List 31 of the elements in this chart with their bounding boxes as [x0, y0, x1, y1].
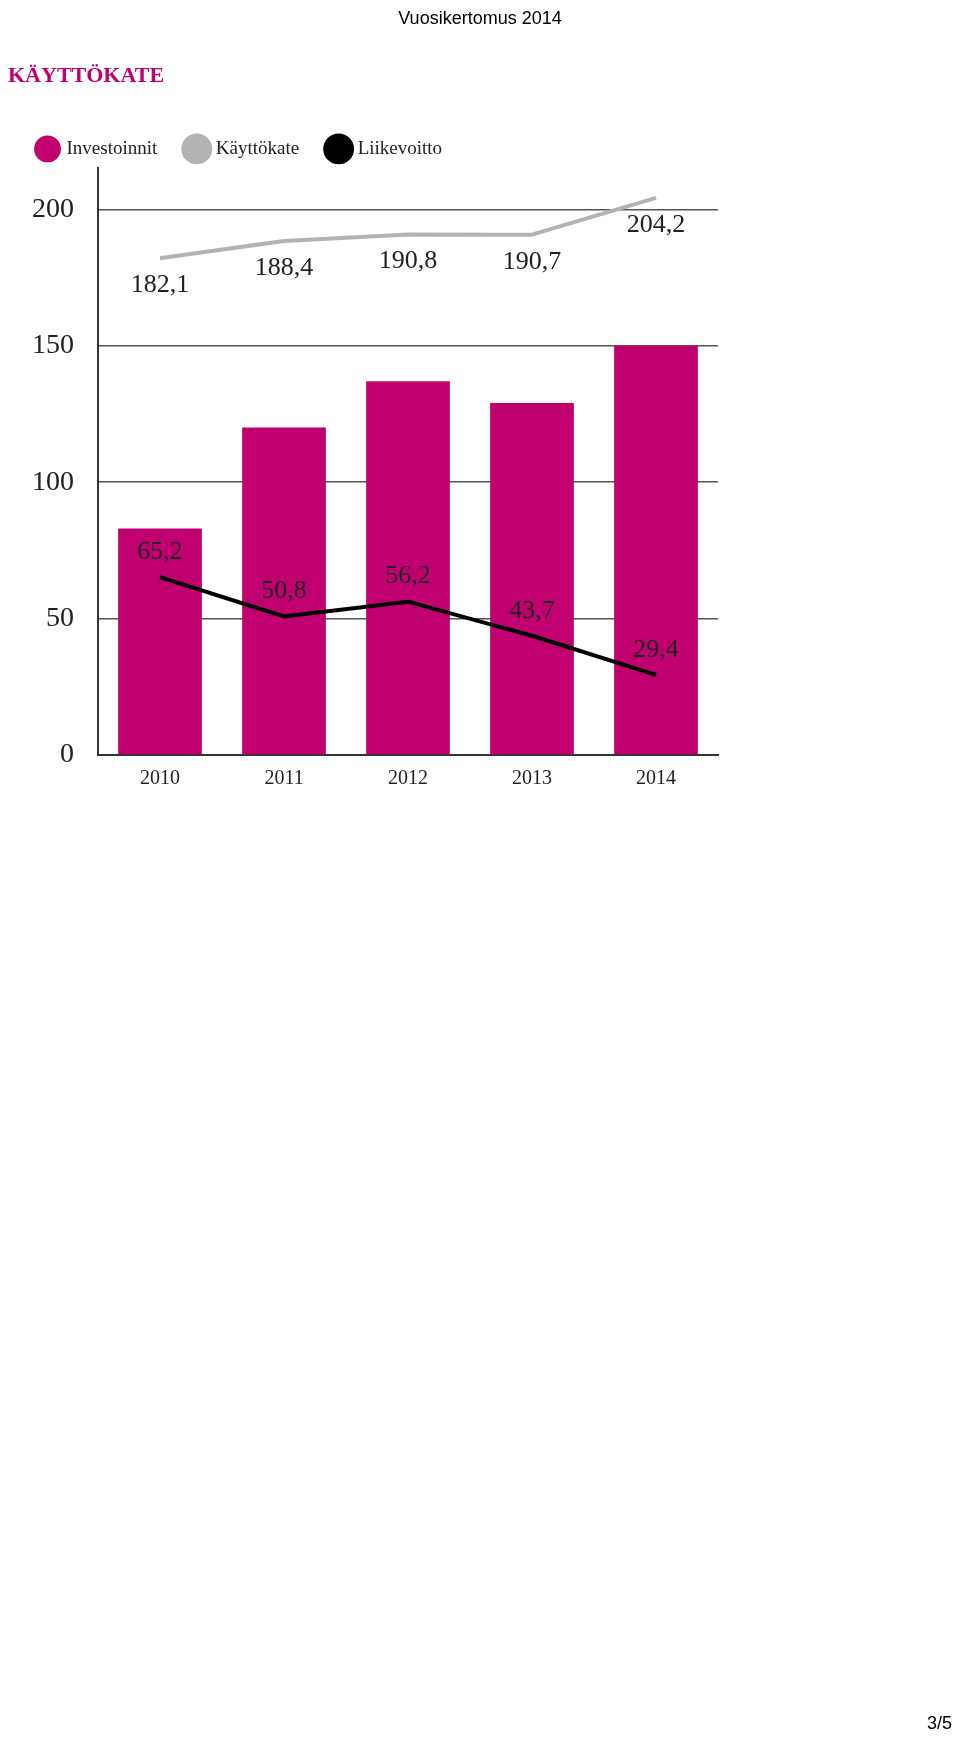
legend-label: Liikevoitto [357, 136, 443, 158]
bar [242, 427, 326, 755]
chart-title: KÄYTTÖKATE [8, 61, 165, 87]
x-tick-label: 2010 [140, 766, 180, 789]
bar [614, 345, 698, 755]
data-label: 188,4 [254, 251, 314, 281]
x-tick-label: 2013 [512, 766, 552, 789]
data-label: 50,8 [261, 575, 307, 605]
x-tick-label: 2011 [264, 766, 304, 789]
y-tick-label: 200 [32, 191, 74, 223]
data-label: 65,2 [137, 535, 183, 565]
bar [490, 403, 574, 755]
y-tick-label: 150 [32, 328, 74, 360]
y-tick-label: 50 [46, 600, 74, 632]
data-label: 182,1 [130, 268, 190, 298]
x-tick-label: 2014 [636, 766, 676, 789]
data-label: 204,2 [626, 208, 686, 238]
data-label: 43,7 [509, 594, 555, 624]
text: Vuosikertomus 2014 [397, 8, 563, 29]
legend-label: Investoinnit [66, 136, 158, 158]
data-label: 190,8 [378, 245, 438, 275]
data-label: 56,2 [385, 560, 431, 590]
y-tick-label: 100 [32, 464, 74, 496]
y-tick-label: 0 [60, 737, 74, 769]
text: 3/5 [926, 1713, 952, 1734]
data-label: 190,7 [502, 245, 562, 275]
bar [366, 381, 450, 755]
x-tick-label: 2012 [388, 766, 428, 789]
legend-label: Käyttökate [215, 136, 300, 158]
bar [118, 528, 202, 755]
data-label: 29,4 [633, 633, 679, 663]
